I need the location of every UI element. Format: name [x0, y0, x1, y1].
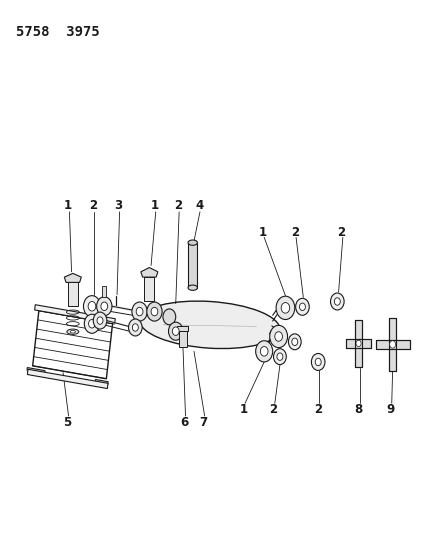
Circle shape	[275, 332, 282, 341]
Circle shape	[172, 327, 179, 335]
Circle shape	[97, 297, 112, 316]
Bar	[68, 282, 78, 306]
Circle shape	[89, 319, 95, 328]
Circle shape	[288, 334, 301, 350]
Bar	[376, 340, 410, 349]
Text: 1: 1	[259, 225, 267, 239]
Circle shape	[292, 338, 298, 345]
Circle shape	[312, 353, 325, 370]
Polygon shape	[95, 379, 108, 384]
Bar	[178, 326, 188, 331]
Circle shape	[356, 340, 361, 346]
Bar	[389, 318, 396, 371]
Polygon shape	[141, 268, 158, 277]
Polygon shape	[27, 369, 108, 389]
Circle shape	[151, 308, 158, 316]
Circle shape	[300, 303, 306, 311]
Circle shape	[84, 314, 100, 333]
Circle shape	[163, 309, 176, 325]
Circle shape	[128, 319, 142, 336]
Text: 1: 1	[240, 403, 248, 416]
Text: 2: 2	[291, 225, 299, 239]
Bar	[389, 318, 396, 371]
Polygon shape	[35, 305, 115, 324]
Circle shape	[169, 322, 183, 340]
Bar	[355, 319, 362, 367]
Text: 2: 2	[314, 403, 322, 416]
Circle shape	[147, 302, 162, 321]
Text: 7: 7	[199, 416, 208, 430]
Ellipse shape	[140, 301, 280, 349]
Circle shape	[270, 325, 288, 348]
Circle shape	[330, 293, 344, 310]
Text: 4: 4	[195, 199, 203, 212]
Text: 2: 2	[89, 199, 97, 212]
Ellipse shape	[70, 330, 75, 333]
Bar	[144, 277, 155, 301]
Circle shape	[296, 298, 309, 316]
Text: 2: 2	[270, 403, 278, 416]
Text: 8: 8	[354, 403, 363, 416]
Text: 1: 1	[150, 199, 158, 212]
Circle shape	[277, 353, 283, 360]
Circle shape	[132, 324, 138, 331]
Bar	[102, 286, 107, 297]
Circle shape	[334, 298, 340, 305]
Circle shape	[389, 341, 395, 348]
Circle shape	[281, 303, 290, 313]
Bar	[376, 340, 410, 349]
Circle shape	[136, 308, 143, 316]
Bar	[355, 319, 362, 367]
Circle shape	[93, 312, 107, 329]
Bar	[179, 331, 187, 347]
Text: 2: 2	[174, 199, 182, 212]
Polygon shape	[64, 273, 81, 282]
Text: 6: 6	[180, 416, 188, 430]
Text: 5: 5	[63, 416, 71, 430]
Circle shape	[315, 358, 321, 366]
Ellipse shape	[188, 240, 197, 245]
Circle shape	[276, 296, 295, 319]
Circle shape	[260, 346, 268, 356]
Circle shape	[273, 349, 286, 365]
Text: 1: 1	[63, 199, 71, 212]
Text: 5758  3975: 5758 3975	[16, 25, 100, 39]
Circle shape	[83, 296, 101, 317]
Bar	[346, 339, 372, 348]
Polygon shape	[27, 368, 45, 373]
Circle shape	[256, 341, 273, 362]
Circle shape	[97, 317, 103, 324]
Text: 3: 3	[114, 199, 122, 212]
Bar	[188, 243, 197, 288]
Bar	[346, 339, 372, 348]
Circle shape	[101, 302, 108, 311]
Ellipse shape	[67, 329, 79, 334]
Ellipse shape	[188, 285, 197, 290]
Text: 9: 9	[386, 403, 395, 416]
Text: 2: 2	[338, 225, 346, 239]
Circle shape	[132, 302, 147, 321]
Circle shape	[88, 302, 96, 311]
